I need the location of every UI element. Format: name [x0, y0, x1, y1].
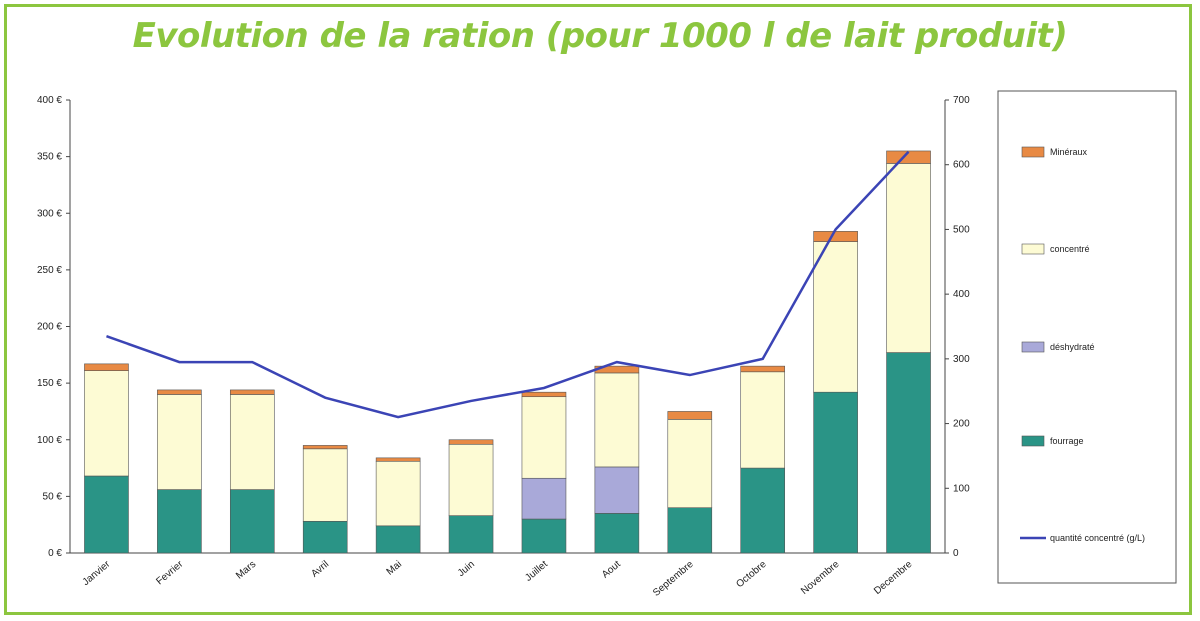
legend-label: Minéraux — [1050, 147, 1088, 157]
bar-segment-deshydrate — [521, 477, 567, 520]
bar-segment-concentre — [886, 163, 931, 353]
x-tick-label: Avril — [309, 559, 331, 580]
y-left-tick-label: 100 € — [37, 435, 62, 446]
bar-segment-fourrage — [229, 489, 275, 554]
y-right-tick-label: 200 — [953, 419, 970, 430]
bar-segment-concentre — [229, 394, 275, 490]
legend-swatch — [1021, 146, 1045, 158]
line-quantite-concentre — [106, 150, 910, 419]
legend-swatch — [1021, 243, 1045, 255]
x-tick-label: Septembre — [651, 559, 696, 599]
bar-segment-fourrage — [813, 391, 858, 554]
bar-segment-mineraux — [448, 439, 494, 445]
bar-segment-mineraux — [302, 445, 348, 450]
bar-segment-fourrage — [594, 513, 640, 554]
y-right-tick-label: 300 — [953, 354, 970, 365]
x-tick-label: Decembre — [872, 559, 915, 597]
bar-segment-concentre — [448, 443, 494, 516]
bar-segment-deshydrate — [594, 466, 640, 514]
legend-swatch — [1021, 341, 1045, 353]
x-tick-label: Aout — [600, 559, 623, 581]
y-left-tick-label: 0 € — [48, 548, 62, 559]
y-left-tick-label: 300 € — [37, 208, 62, 219]
bar-segment-mineraux — [886, 150, 931, 164]
y-left-tick-label: 150 € — [37, 378, 62, 389]
bar-segment-fourrage — [740, 467, 786, 554]
bar-segment-fourrage — [157, 489, 202, 554]
bar-segment-concentre — [157, 394, 202, 490]
bar-segment-fourrage — [521, 518, 567, 554]
bar-segment-concentre — [521, 396, 567, 479]
x-tick-label: Juillet — [523, 559, 550, 584]
chart-frame — [4, 4, 1192, 615]
legend-label: quantité concentré (g/L) — [1050, 533, 1145, 543]
y-right-tick-label: 500 — [953, 224, 970, 235]
bar-segment-fourrage — [84, 475, 129, 554]
bar-segment-fourrage — [667, 507, 713, 554]
y-right-tick-label: 600 — [953, 160, 970, 171]
bar-segment-fourrage — [375, 525, 421, 554]
y-right-tick-label: 0 — [953, 548, 959, 559]
legend-label: déshydraté — [1050, 342, 1095, 352]
bar-segment-concentre — [740, 371, 786, 469]
x-tick-label: Juin — [456, 559, 477, 579]
bar-segment-mineraux — [667, 411, 713, 420]
bar-segment-concentre — [302, 448, 348, 522]
bar-segment-mineraux — [157, 389, 202, 395]
legend-label: concentré — [1050, 244, 1090, 254]
legend-box — [997, 90, 1177, 584]
y-right-tick-label: 700 — [953, 95, 970, 106]
legend-label: fourrage — [1050, 436, 1084, 446]
bar-segment-fourrage — [302, 520, 348, 554]
bar-segment-concentre — [375, 460, 421, 527]
bar-segment-concentre — [813, 241, 858, 393]
bar-segment-mineraux — [84, 363, 129, 371]
x-tick-label: Octobre — [734, 559, 769, 591]
bar-segment-mineraux — [813, 231, 858, 242]
bar-segment-mineraux — [375, 457, 421, 462]
y-left-tick-label: 200 € — [37, 322, 62, 333]
bar-segment-fourrage — [886, 352, 931, 554]
bar-segment-concentre — [84, 370, 129, 477]
x-tick-label: Fevrier — [154, 558, 185, 587]
chart-title: Evolution de la ration (pour 1000 l de l… — [132, 16, 1068, 56]
bar-segment-mineraux — [740, 365, 786, 373]
y-left-tick-label: 350 € — [37, 152, 62, 163]
y-left-tick-label: 250 € — [37, 265, 62, 276]
legend-swatch — [1021, 435, 1045, 447]
x-tick-label: Mars — [234, 559, 258, 582]
x-tick-label: Novembre — [799, 559, 842, 597]
bar-segment-concentre — [667, 419, 713, 508]
x-tick-label: Mai — [385, 559, 404, 578]
bar-segment-mineraux — [229, 389, 275, 395]
bar-segment-mineraux — [521, 391, 567, 398]
y-left-tick-label: 50 € — [43, 491, 63, 502]
y-right-tick-label: 400 — [953, 289, 970, 300]
y-right-tick-label: 100 — [953, 483, 970, 494]
y-left-tick-label: 400 € — [37, 95, 62, 106]
bar-segment-concentre — [594, 372, 640, 468]
x-tick-label: Janvier — [81, 558, 113, 588]
bar-segment-fourrage — [448, 515, 494, 554]
